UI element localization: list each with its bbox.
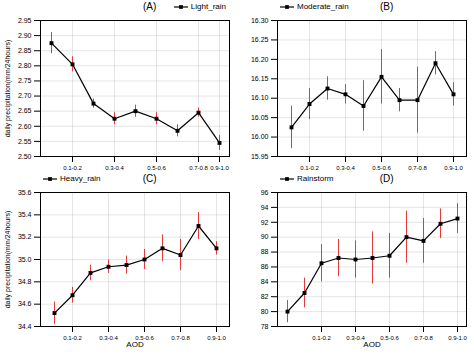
- svg-text:15.95: 15.95: [251, 153, 269, 160]
- svg-text:0.7-0.8: 0.7-0.8: [414, 335, 433, 341]
- svg-text:16.30: 16.30: [251, 17, 269, 24]
- svg-text:16.25: 16.25: [251, 36, 269, 43]
- svg-text:34.6: 34.6: [18, 300, 32, 307]
- svg-text:16.05: 16.05: [251, 114, 269, 121]
- svg-text:78: 78: [261, 323, 269, 330]
- svg-text:daily precipitation(mm/24hours: daily precipitation(mm/24hours): [4, 40, 12, 138]
- svg-text:2.60: 2.60: [18, 123, 32, 130]
- svg-text:35.4: 35.4: [18, 211, 32, 218]
- svg-text:90: 90: [261, 233, 269, 240]
- svg-text:0.9-1.0: 0.9-1.0: [444, 165, 463, 171]
- svg-text:0.7-0.8: 0.7-0.8: [189, 165, 208, 171]
- svg-text:0.1-0.2: 0.1-0.2: [312, 335, 331, 341]
- svg-text:2.70: 2.70: [18, 92, 32, 99]
- svg-text:daily precipitation(mm/24hours: daily precipitation(mm/24hours): [4, 211, 12, 309]
- svg-text:0.5-0.6: 0.5-0.6: [147, 165, 166, 171]
- svg-text:0.5-0.6: 0.5-0.6: [372, 165, 391, 171]
- svg-text:94: 94: [261, 204, 269, 211]
- svg-text:0.5-0.6: 0.5-0.6: [135, 334, 154, 341]
- svg-text:AOD: AOD: [363, 340, 381, 349]
- svg-text:34.8: 34.8: [18, 278, 32, 285]
- html-text:(B): (B): [379, 1, 394, 12]
- svg-text:35.0: 35.0: [18, 256, 32, 263]
- svg-text:0.3-0.4: 0.3-0.4: [336, 165, 355, 171]
- svg-text:0.5-0.6: 0.5-0.6: [380, 335, 399, 341]
- svg-text:16.00: 16.00: [251, 133, 269, 140]
- svg-text:16.15: 16.15: [251, 75, 269, 82]
- html-text:Moderate_rain: Moderate_rain: [297, 2, 349, 11]
- svg-text:0.9-1.0: 0.9-1.0: [448, 335, 467, 341]
- svg-text:2.75: 2.75: [18, 77, 32, 84]
- svg-text:0.7-0.8: 0.7-0.8: [408, 165, 427, 171]
- svg-text:2.50: 2.50: [18, 153, 32, 160]
- svg-text:0.9-1.0: 0.9-1.0: [207, 335, 226, 341]
- svg-text:35.2: 35.2: [18, 233, 32, 240]
- svg-text:2.95: 2.95: [18, 17, 32, 24]
- svg-text:84: 84: [261, 278, 269, 285]
- svg-text:2.80: 2.80: [18, 62, 32, 69]
- html-text:Rainstorm: Rainstorm: [297, 174, 334, 183]
- svg-text:35.6: 35.6: [18, 189, 32, 196]
- svg-text:16.10: 16.10: [251, 94, 269, 101]
- svg-text:0.3-0.4: 0.3-0.4: [346, 334, 365, 341]
- html-text:(D): (D): [379, 173, 394, 184]
- svg-text:AOD: AOD: [126, 340, 144, 349]
- svg-text:0.3-0.4: 0.3-0.4: [105, 165, 124, 171]
- html-text:(A): (A): [142, 1, 157, 12]
- svg-text:92: 92: [261, 219, 269, 226]
- svg-text:2.65: 2.65: [18, 107, 32, 114]
- svg-text:86: 86: [261, 263, 269, 270]
- svg-text:16.20: 16.20: [251, 56, 269, 63]
- svg-text:34.4: 34.4: [18, 323, 32, 330]
- html-text:Heavy_rain: Heavy_rain: [60, 174, 101, 183]
- svg-text:88: 88: [261, 248, 269, 255]
- svg-text:0.1-0.2: 0.1-0.2: [63, 165, 82, 171]
- svg-text:80: 80: [261, 308, 269, 315]
- svg-text:2.90: 2.90: [18, 32, 32, 39]
- svg-text:2.85: 2.85: [18, 47, 32, 54]
- svg-text:82: 82: [261, 293, 269, 300]
- html-text:Light_rain: Light_rain: [190, 2, 226, 11]
- svg-text:0.1-0.2: 0.1-0.2: [63, 335, 82, 341]
- svg-text:0.9-1.0: 0.9-1.0: [210, 165, 229, 171]
- svg-text:2.55: 2.55: [18, 138, 32, 145]
- svg-text:0.7-0.8: 0.7-0.8: [171, 335, 190, 341]
- svg-text:96: 96: [261, 189, 269, 196]
- svg-text:0.3-0.4: 0.3-0.4: [99, 335, 118, 341]
- svg-text:0.1-0.2: 0.1-0.2: [300, 165, 319, 171]
- html-text:(C): (C): [142, 173, 157, 184]
